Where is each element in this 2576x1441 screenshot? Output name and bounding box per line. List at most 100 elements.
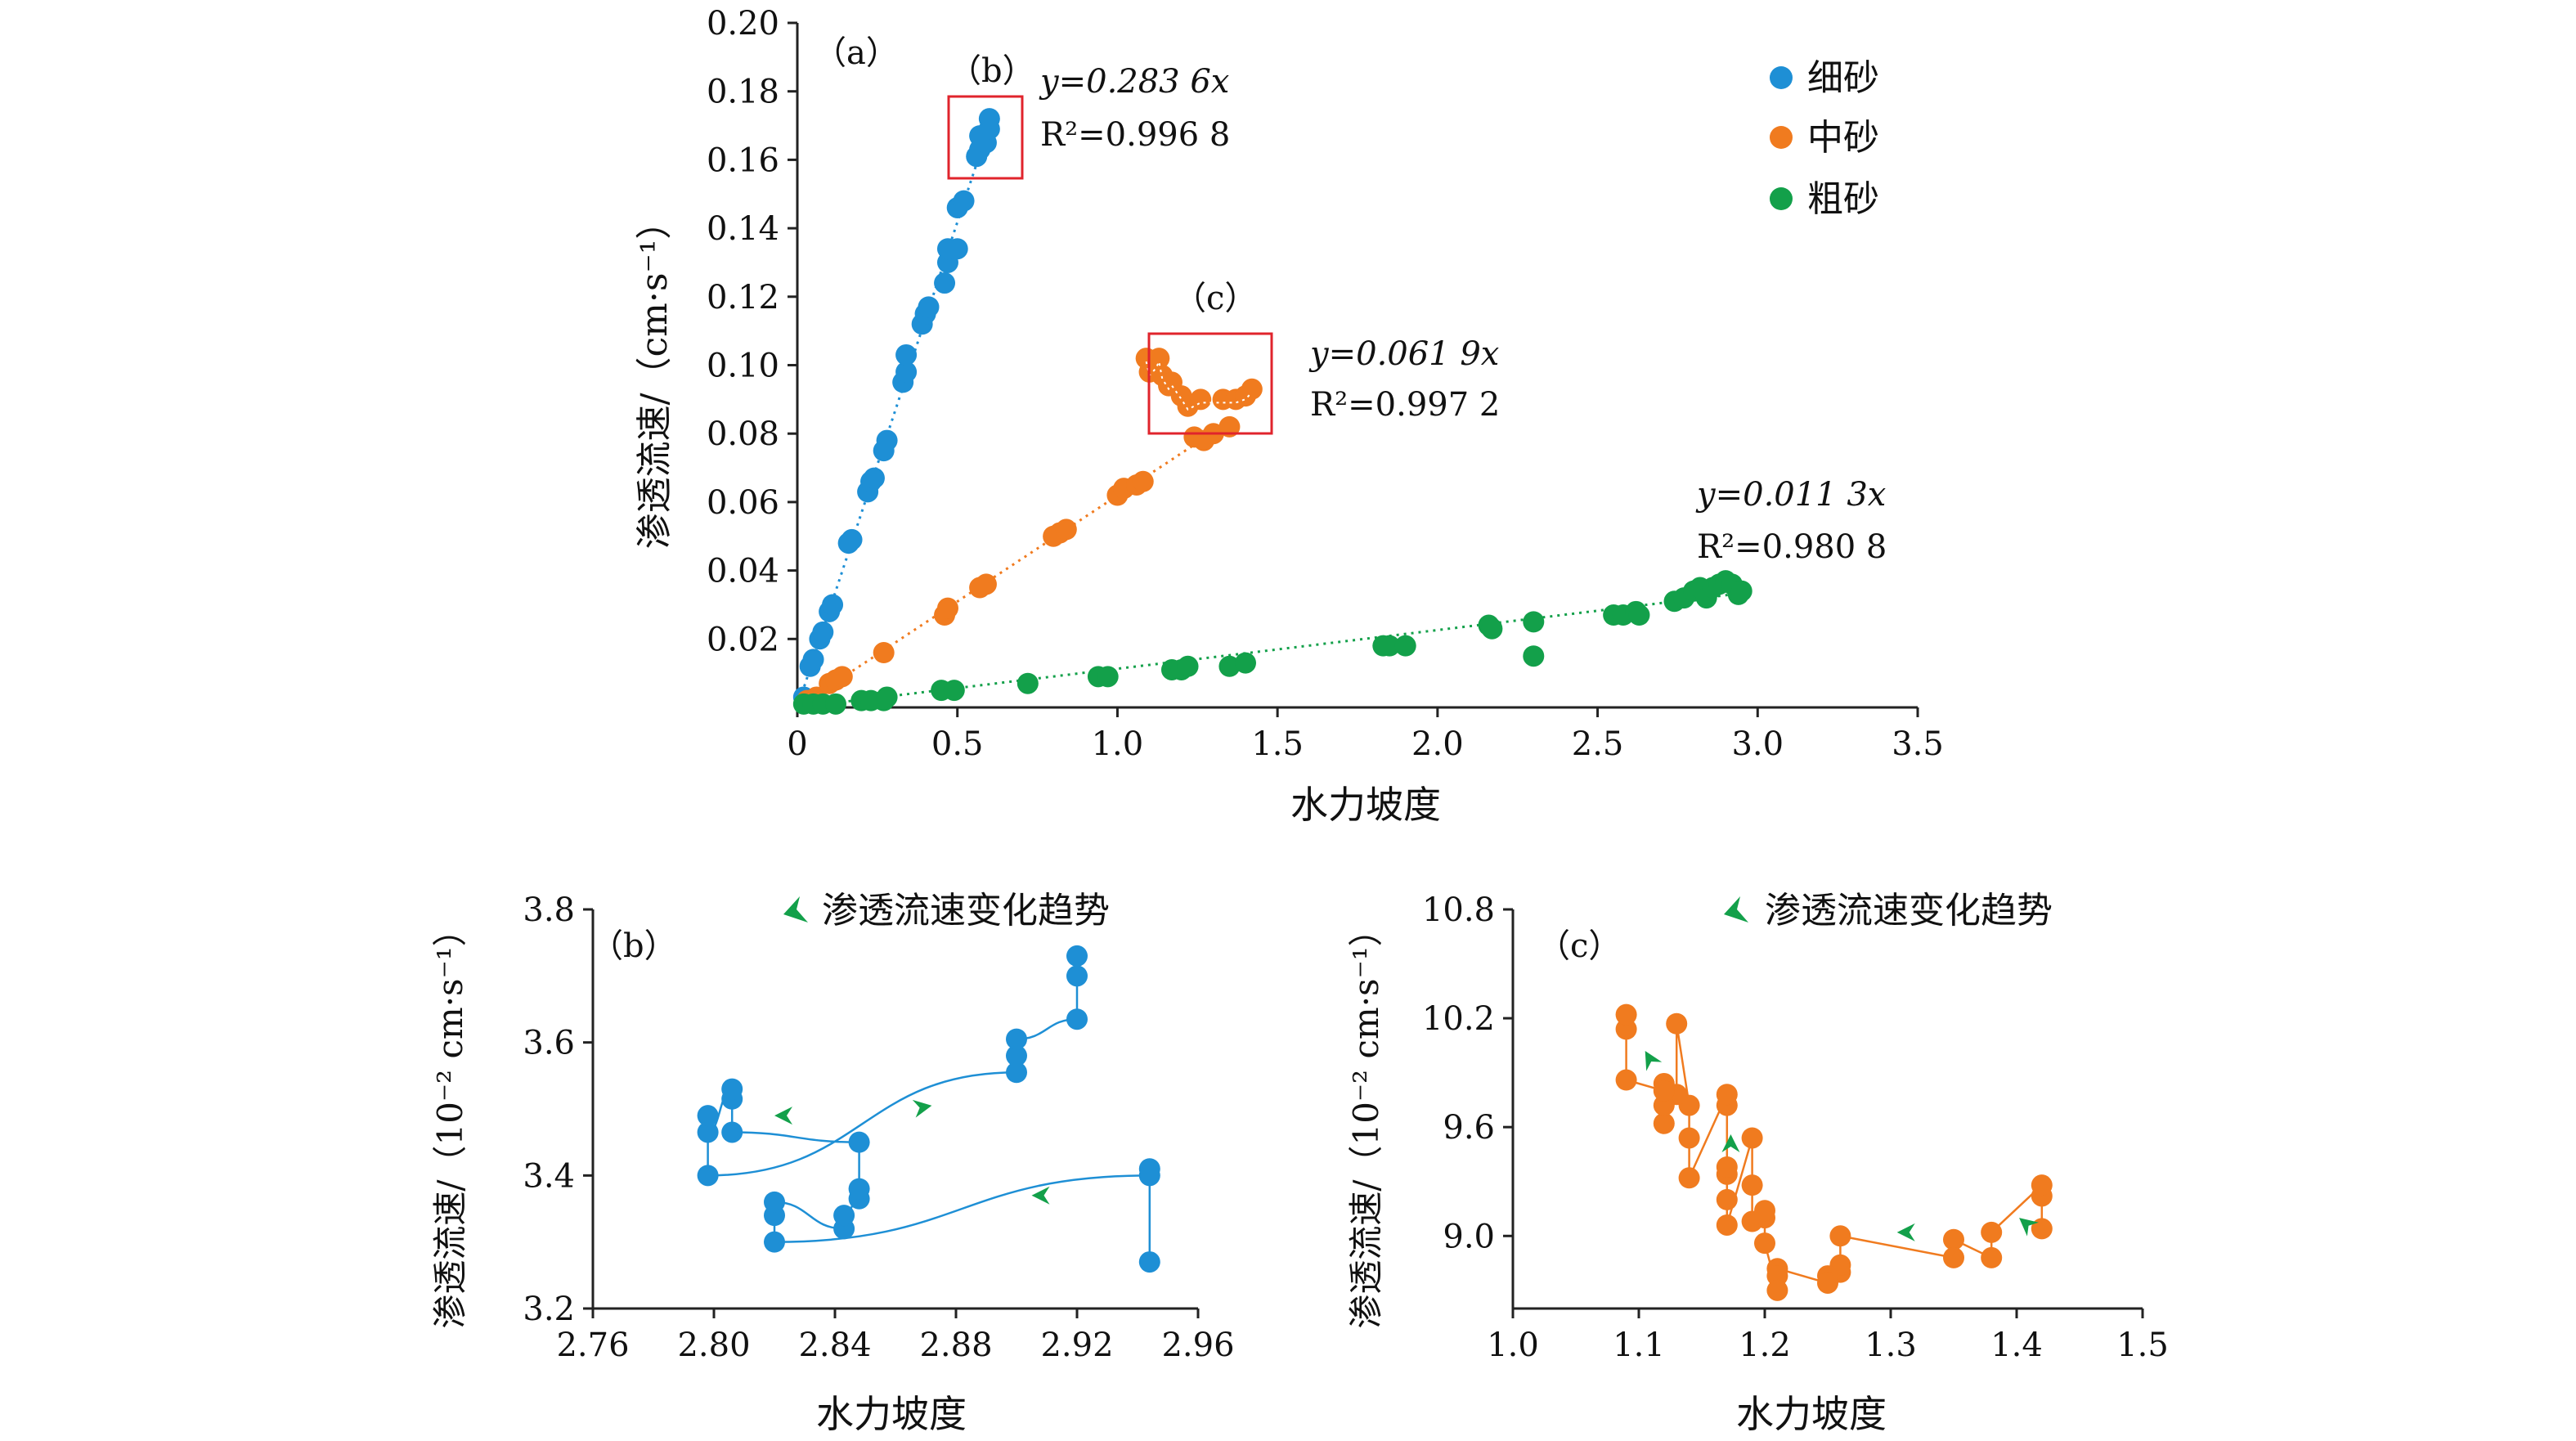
panel-a-x-tick-label: 2.5	[1572, 725, 1624, 763]
panel-b-x-tick-label: 2.92	[1040, 1327, 1113, 1364]
data-point	[1523, 611, 1545, 633]
trend-arrow-icon	[1721, 1134, 1740, 1153]
panel-c-x-tick-label: 1.3	[1865, 1327, 1917, 1364]
panel-a-y-tick-label: 0.06	[707, 484, 779, 522]
data-point	[1943, 1246, 1964, 1268]
legend-marker-medium	[1770, 126, 1793, 149]
data-point	[1241, 378, 1263, 400]
data-point	[1066, 945, 1088, 967]
data-point	[848, 1131, 870, 1153]
panel-c-xlabel: 水力坡度	[1736, 1392, 1887, 1436]
panel-c-legend-label: 渗透流速变化趋势	[1765, 890, 2053, 931]
data-point	[1006, 1044, 1027, 1066]
panel-b-x-tick-label: 2.96	[1161, 1327, 1234, 1364]
callout-box-c	[1147, 332, 1273, 435]
data-point	[802, 649, 824, 671]
panel-c-trend: 1.0 1.1 1.2 1.3 1.4 1.5 9.0 9.6 10.2 10.8 （c） 水力坡…	[1346, 890, 2169, 1436]
trend-arrow-icon	[1031, 1186, 1050, 1205]
trend-arrow-icon	[2019, 1218, 2040, 1237]
panel-b-axes: 2.76 2.80 2.84 2.88 2.92 2.96 3.2 3.4 3.6 3.8	[523, 891, 1234, 1364]
panel-c-legend-arrow-icon	[1724, 896, 1748, 923]
panel-b-x-tick-label: 2.80	[677, 1327, 750, 1364]
data-point	[1138, 1165, 1160, 1187]
panel-b-x-tick-label: 2.88	[919, 1327, 992, 1364]
panel-c-x-tick-label: 1.1	[1613, 1327, 1665, 1364]
data-point	[831, 666, 853, 688]
data-point	[1766, 1279, 1788, 1301]
panel-a-x-tick-label: 2.0	[1411, 725, 1464, 763]
data-point	[1218, 655, 1241, 677]
panel-c-trend-arrows	[1645, 1051, 2040, 1241]
panel-a-y-tick-label: 0.14	[707, 210, 779, 248]
panel-a-x-tick-label: 0.5	[931, 725, 984, 763]
trend-arrow-icon	[1896, 1223, 1915, 1241]
legend-label-coarse: 粗砂	[1807, 178, 1879, 220]
data-point	[936, 597, 958, 619]
equation-medium: y=0.061 9x	[1308, 335, 1499, 373]
panel-a-y-tick-label: 0.10	[707, 348, 779, 385]
panel-b-legend-label: 渗透流速变化趋势	[822, 890, 1110, 931]
data-point	[764, 1231, 785, 1253]
legend-marker-coarse	[1770, 187, 1793, 210]
data-point	[1190, 388, 1212, 411]
panel-a-x-tick-label: 3.0	[1731, 725, 1784, 763]
panel-b-y-tick-label: 3.2	[523, 1291, 575, 1328]
panel-b-label: （b）	[590, 927, 677, 965]
trend-arrow-icon	[912, 1099, 932, 1118]
panel-a-y-tick-label: 0.08	[707, 415, 779, 453]
data-point	[876, 686, 898, 708]
panel-a-x-tick-label: 1.5	[1251, 725, 1304, 763]
data-point	[1218, 415, 1241, 438]
data-point	[1741, 1210, 1763, 1232]
data-point	[1666, 1012, 1688, 1035]
panel-a-y-tick-label: 0.02	[707, 621, 779, 658]
data-point	[1943, 1228, 1964, 1250]
panel-c-label: （c）	[1537, 927, 1621, 965]
data-point	[697, 1165, 719, 1187]
data-point	[1148, 348, 1170, 370]
data-point	[1006, 1062, 1027, 1084]
fit-line-1	[797, 420, 1231, 709]
data-point	[1716, 1188, 1738, 1210]
panel-a-points	[792, 108, 1752, 715]
data-point	[764, 1191, 785, 1213]
equation-coarse: y=0.011 3x	[1695, 476, 1886, 514]
panel-c-y-tick-label: 9.6	[1443, 1109, 1495, 1147]
data-point	[876, 429, 898, 451]
data-point	[1235, 652, 1256, 674]
panel-c-ylabel: 渗透流速/（10⁻² cm·s⁻¹）	[1346, 912, 1386, 1328]
r2-fine: R²=0.996 8	[1040, 116, 1230, 154]
data-point	[841, 528, 863, 550]
callout-label-b: （b）	[949, 52, 1035, 90]
data-point	[1678, 1167, 1700, 1189]
data-point	[918, 296, 940, 318]
data-point	[721, 1078, 743, 1100]
panel-a-scatter: 0 0.5 1.0 1.5 2.0 2.5 3.0 3.5 0.02 0.04 0.06 0.08 0.…	[634, 5, 1944, 827]
data-point	[812, 621, 834, 643]
panel-c-line	[1625, 1014, 2044, 1291]
panel-b-legend-arrow-icon	[783, 896, 808, 923]
panel-c-y-tick-label: 10.2	[1422, 1000, 1495, 1038]
data-point	[697, 1105, 719, 1127]
data-point	[1066, 965, 1088, 987]
callout-label-c: （c）	[1174, 280, 1257, 317]
panel-c-x-tick-label: 1.4	[1990, 1327, 2043, 1364]
data-point	[1981, 1246, 2003, 1268]
data-point	[873, 642, 895, 664]
data-point	[1678, 1127, 1700, 1149]
data-point	[2031, 1218, 2053, 1240]
panel-a-ylabel: 渗透流速/（cm·s⁻¹）	[634, 204, 675, 550]
panel-a-y-tick-label: 0.04	[707, 553, 779, 590]
panel-b-y-tick-label: 3.8	[523, 891, 575, 929]
legend-label-medium: 中砂	[1807, 117, 1879, 159]
data-point	[1817, 1272, 1838, 1294]
panel-a-x-tick-label: 1.0	[1092, 725, 1144, 763]
panel-c-points	[1615, 1003, 2053, 1301]
panel-a-x-tick-label: 3.5	[1892, 725, 1944, 763]
data-point	[824, 693, 846, 715]
medium-sand-local-curve	[1145, 358, 1253, 411]
panel-c-x-tick-label: 1.5	[2116, 1327, 2169, 1364]
data-point	[1754, 1232, 1775, 1255]
data-point	[1006, 1028, 1027, 1050]
data-point	[978, 108, 1000, 130]
